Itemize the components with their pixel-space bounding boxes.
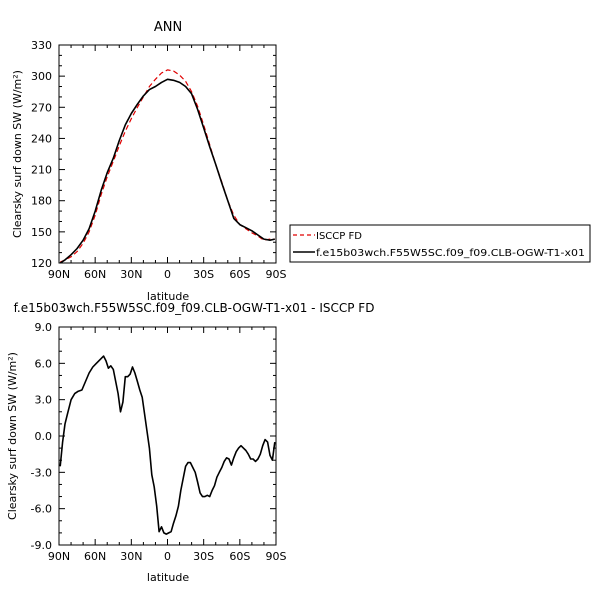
top-panel: ANN Clearsky surf down SW (W/m²) latitud… (11, 20, 287, 303)
legend: ISCCP FD f.e15b03wch.F55W5SC.f09_f09.CLB… (289, 224, 591, 263)
bot1-ytick-label: -3.0 (31, 466, 52, 479)
bot1-xtick-label: 60S (229, 550, 250, 563)
top0-xtick-label: 60S (229, 268, 250, 281)
legend-label-model: f.e15b03wch.F55W5SC.f09_f09.CLB-OGW-T1-x… (316, 248, 585, 259)
top0-xtick-label: 60N (84, 268, 106, 281)
bottom-title: f.e15b03wch.F55W5SC.f09_f09.CLB-OGW-T1-x… (14, 301, 375, 315)
top0-xtick-label: 90S (266, 268, 287, 281)
bot1-xtick-label: 30N (120, 550, 142, 563)
top0-xtick-label: 0 (164, 268, 171, 281)
bot1-ytick-label: 6.0 (35, 357, 53, 370)
top0-series-line-1 (59, 78, 275, 264)
bot1-xtick-label: 30S (193, 550, 214, 563)
top0-ytick-label: 120 (31, 257, 52, 270)
top0-ytick-label: 270 (31, 101, 52, 114)
bot1-series-line-0 (59, 355, 276, 535)
bot1-xtick-label: 90N (48, 550, 70, 563)
top-series-lines (59, 69, 275, 264)
legend-label-isccp: ISCCP FD (316, 231, 362, 242)
bot1-ytick-label: 9.0 (35, 321, 53, 334)
bottom-plot-frame (58, 326, 277, 546)
top-ylabel: Clearsky surf down SW (W/m²) (11, 70, 24, 238)
top-axis-ticks: 90N 60N 30N 0 30S 60S 90S 120 150 180 210 240 270 300… (31, 39, 287, 281)
bot1-xtick-label: 90S (266, 550, 287, 563)
top0-ytick-label: 180 (31, 195, 52, 208)
top0-ytick-label: 150 (31, 226, 52, 239)
bottom-ylabel: Clearsky surf down SW (W/m²) (6, 352, 19, 520)
bottom-panel: f.e15b03wch.F55W5SC.f09_f09.CLB-OGW-T1-x… (6, 301, 374, 584)
bottom-xlabel: latitude (147, 571, 189, 584)
top0-series-line-0 (59, 69, 275, 263)
top0-ytick-label: 300 (31, 70, 52, 83)
top0-ytick-label: 330 (31, 39, 52, 52)
bot1-xtick-label: 60N (84, 550, 106, 563)
top-title: ANN (154, 20, 182, 35)
top0-xtick-label: 30S (193, 268, 214, 281)
top-plot-frame (58, 44, 277, 264)
bot1-xtick-label: 0 (164, 550, 171, 563)
top0-ytick-label: 210 (31, 164, 52, 177)
bottom-series-lines (59, 355, 276, 535)
legend-box (289, 224, 591, 263)
bot1-ytick-label: 3.0 (35, 394, 53, 407)
top0-xtick-label: 90N (48, 268, 70, 281)
top0-xtick-label: 30N (120, 268, 142, 281)
bot1-ytick-label: -6.0 (31, 503, 52, 516)
bot1-ytick-label: 0.0 (35, 430, 53, 443)
bot1-ytick-label: -9.0 (31, 539, 52, 552)
top-xlabel: latitude (147, 290, 189, 303)
top0-ytick-label: 240 (31, 132, 52, 145)
